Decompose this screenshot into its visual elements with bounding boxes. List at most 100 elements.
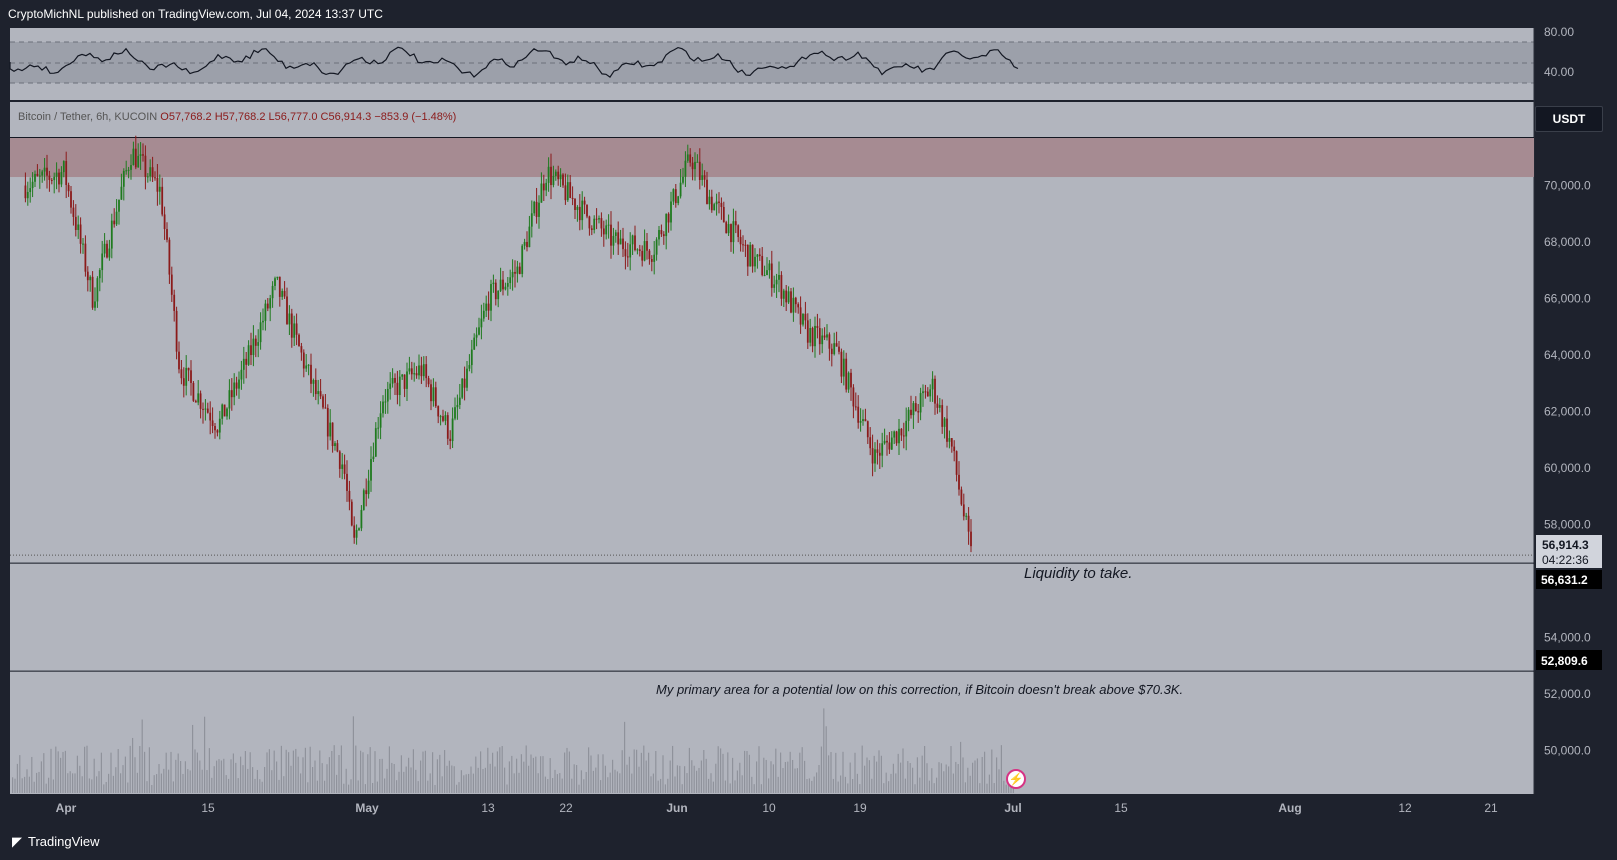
volume-bar <box>928 780 930 793</box>
currency-button[interactable]: USDT <box>1535 106 1603 132</box>
volume-bar <box>715 763 717 793</box>
volume-bar <box>705 758 707 793</box>
candle-body <box>288 313 291 325</box>
volume-bar <box>676 765 678 793</box>
volume-bar <box>309 746 311 793</box>
volume-bar <box>924 745 926 793</box>
candle-body <box>269 298 272 309</box>
candle-body <box>838 346 840 352</box>
volume-bar <box>429 773 431 793</box>
candle-body <box>924 391 927 393</box>
volume-bar <box>182 773 184 793</box>
volume-bar <box>952 773 954 793</box>
tradingview-logo[interactable]: ◤ TradingView <box>12 834 100 850</box>
candle-body <box>300 346 303 353</box>
candle-body <box>574 198 576 210</box>
candle-body <box>403 374 406 389</box>
volume-bar <box>117 749 119 793</box>
candle-body <box>538 202 540 217</box>
candle-body <box>199 393 202 409</box>
volume-bar <box>544 776 546 793</box>
candle-body <box>934 378 936 404</box>
candle-body <box>610 224 612 246</box>
candle-body <box>139 154 142 156</box>
volume-bar <box>482 768 484 793</box>
candle-body <box>602 228 605 235</box>
volume-bar <box>165 752 167 793</box>
chart-svg[interactable]: 80.00 40.00 70,000.0 68,000.0 66,000.0 64,000… <box>0 0 1617 826</box>
volume-bar <box>328 757 330 793</box>
candle-body <box>238 379 240 389</box>
candle-body <box>768 263 771 271</box>
volume-bar <box>216 760 218 793</box>
candle-body <box>72 207 75 217</box>
volume-bar <box>640 752 642 793</box>
volume-bar <box>756 761 758 793</box>
volume-bar <box>55 746 57 793</box>
candle-body <box>962 504 965 517</box>
volume-bar <box>950 746 952 793</box>
volume-bar <box>936 777 938 793</box>
candle-body <box>43 167 46 172</box>
volume-bar <box>252 767 254 793</box>
volume-bar <box>180 761 182 793</box>
candle-body <box>559 174 562 180</box>
candle-body <box>590 228 593 230</box>
candle-body <box>31 181 34 189</box>
volume-bar <box>619 773 621 793</box>
volume-bar <box>578 784 580 793</box>
volume-bar <box>439 754 441 793</box>
volume-bar <box>319 750 321 793</box>
volume-bar <box>79 765 81 793</box>
candle-body <box>290 313 293 338</box>
candle-body <box>221 404 224 419</box>
volume-bar <box>494 766 496 793</box>
volume-bar <box>496 751 498 793</box>
candle-body <box>854 406 857 408</box>
volume-bar <box>890 773 892 793</box>
volume-bar <box>52 779 54 793</box>
volume-bar <box>400 755 402 793</box>
candle-body <box>175 310 178 352</box>
volume-bar <box>300 773 302 793</box>
volume-bar <box>110 752 112 793</box>
volume-bar <box>45 783 47 793</box>
volume-bar <box>938 762 940 793</box>
volume-bar <box>115 767 117 793</box>
candle-body <box>778 274 780 280</box>
candle-body <box>605 225 608 235</box>
volume-bar <box>933 783 935 793</box>
candle-body <box>533 201 536 214</box>
candle-body <box>766 270 768 276</box>
volume-bar <box>568 751 570 793</box>
candle-body <box>814 325 816 347</box>
volume-bar <box>367 754 369 793</box>
candle-body <box>122 170 125 187</box>
volume-bar <box>391 762 393 793</box>
candle-body <box>502 279 504 290</box>
volume-bar <box>614 769 616 793</box>
candle-body <box>96 278 99 302</box>
volume-bar <box>616 771 618 793</box>
candle-body <box>852 387 855 407</box>
volume-bar <box>398 771 400 793</box>
volume-bar <box>957 764 959 793</box>
volume-bar <box>456 784 458 793</box>
candle-body <box>173 294 176 311</box>
volume-bar <box>856 773 858 793</box>
time-axis-label: 21 <box>1484 801 1498 815</box>
candle-body <box>334 443 336 447</box>
volume-bar <box>873 755 875 793</box>
volume-bar <box>739 762 741 793</box>
candle-body <box>770 263 773 288</box>
candle-body <box>730 224 732 243</box>
candle-body <box>298 334 300 347</box>
volume-bar <box>242 765 244 793</box>
volume-bar <box>103 784 105 793</box>
flash-icon[interactable]: ⚡ <box>1006 769 1026 789</box>
volume-bar <box>141 719 143 793</box>
volume-bar <box>146 781 148 793</box>
volume-bar <box>297 756 299 793</box>
candle-body <box>696 161 699 163</box>
candle-body <box>751 244 754 267</box>
